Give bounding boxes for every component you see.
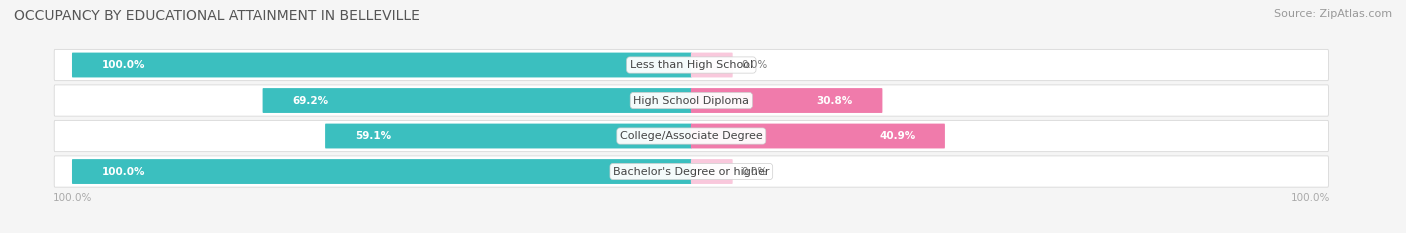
FancyBboxPatch shape bbox=[690, 123, 945, 148]
Text: 0.0%: 0.0% bbox=[741, 60, 768, 70]
FancyBboxPatch shape bbox=[263, 88, 692, 113]
Text: 0.0%: 0.0% bbox=[741, 167, 768, 177]
Text: 69.2%: 69.2% bbox=[292, 96, 329, 106]
FancyBboxPatch shape bbox=[55, 120, 1329, 152]
FancyBboxPatch shape bbox=[72, 53, 692, 77]
FancyBboxPatch shape bbox=[72, 159, 692, 184]
Text: 100.0%: 100.0% bbox=[1291, 193, 1330, 203]
Text: 59.1%: 59.1% bbox=[354, 131, 391, 141]
FancyBboxPatch shape bbox=[55, 49, 1329, 81]
FancyBboxPatch shape bbox=[690, 88, 883, 113]
Text: 100.0%: 100.0% bbox=[101, 167, 145, 177]
Text: OCCUPANCY BY EDUCATIONAL ATTAINMENT IN BELLEVILLE: OCCUPANCY BY EDUCATIONAL ATTAINMENT IN B… bbox=[14, 9, 420, 23]
Text: College/Associate Degree: College/Associate Degree bbox=[620, 131, 762, 141]
FancyBboxPatch shape bbox=[325, 123, 692, 148]
Text: 40.9%: 40.9% bbox=[879, 131, 915, 141]
Text: 100.0%: 100.0% bbox=[101, 60, 145, 70]
Text: Less than High School: Less than High School bbox=[630, 60, 752, 70]
Text: Source: ZipAtlas.com: Source: ZipAtlas.com bbox=[1274, 9, 1392, 19]
Text: 100.0%: 100.0% bbox=[53, 193, 93, 203]
FancyBboxPatch shape bbox=[55, 85, 1329, 116]
FancyBboxPatch shape bbox=[690, 159, 733, 184]
Text: 30.8%: 30.8% bbox=[817, 96, 853, 106]
Text: Bachelor's Degree or higher: Bachelor's Degree or higher bbox=[613, 167, 769, 177]
FancyBboxPatch shape bbox=[55, 156, 1329, 187]
Text: High School Diploma: High School Diploma bbox=[633, 96, 749, 106]
FancyBboxPatch shape bbox=[690, 53, 733, 77]
